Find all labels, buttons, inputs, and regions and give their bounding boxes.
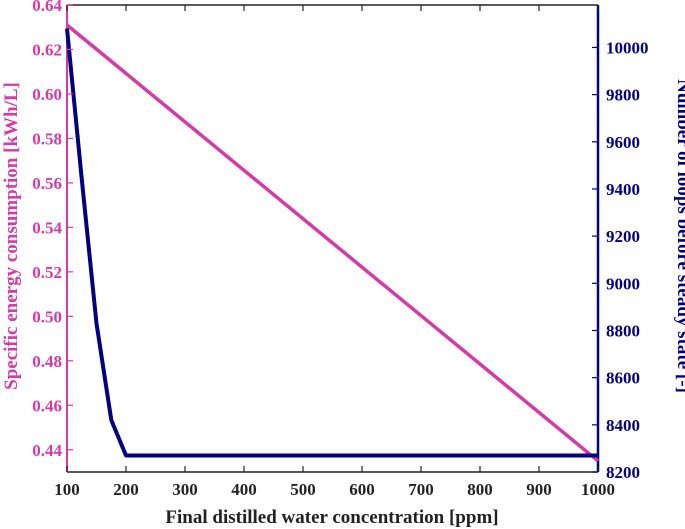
y-right-tick-label: 10000 xyxy=(606,38,649,57)
y-left-tick-label: 0.64 xyxy=(32,0,62,15)
energy-consumption-line xyxy=(65,23,600,463)
loops-line xyxy=(65,28,598,458)
ticks-layer: 100 200 300 400 500 600 700 800 900 1000 0.44 0.46 0… xyxy=(32,0,648,499)
y-left-tick-label: 0.52 xyxy=(32,263,62,282)
x-tick-label: 700 xyxy=(408,480,434,499)
y-left-tick-label: 0.56 xyxy=(32,174,62,193)
y-right-tick-label: 9400 xyxy=(606,180,640,199)
y-right-tick-label: 9000 xyxy=(606,274,640,293)
y-right-tick-label: 9600 xyxy=(606,133,640,152)
x-tick-label: 200 xyxy=(113,480,139,499)
y-right-tick-label: 8800 xyxy=(606,321,640,340)
x-tick-label: 300 xyxy=(172,480,198,499)
x-tick-label: 1000 xyxy=(581,480,615,499)
y-left-tick-label: 0.60 xyxy=(32,85,62,104)
y-left-tick-label: 0.48 xyxy=(32,352,62,371)
x-tick-label: 100 xyxy=(54,480,80,499)
y-right-tick-label: 8200 xyxy=(606,463,640,482)
series-layer xyxy=(65,23,600,463)
y-right-tick-label: 9800 xyxy=(606,86,640,105)
x-tick-label: 400 xyxy=(231,480,257,499)
y-left-axis-label: Specific energy consumption [kWh/L] xyxy=(1,82,22,390)
axes-frame xyxy=(66,4,600,473)
y-left-tick-label: 0.58 xyxy=(32,129,62,148)
x-tick-label: 900 xyxy=(526,480,552,499)
x-tick-label: 500 xyxy=(290,480,316,499)
y-left-tick-label: 0.62 xyxy=(32,40,62,59)
x-axis-label: Final distilled water concentration [ppm… xyxy=(165,507,498,528)
y-right-axis-label: Number of loops before steady state [-] xyxy=(673,79,685,393)
x-tick-label: 600 xyxy=(349,480,375,499)
x-tick-label: 800 xyxy=(467,480,493,499)
y-right-tick-label: 9200 xyxy=(606,227,640,246)
y-left-tick-label: 0.50 xyxy=(32,307,62,326)
y-left-tick-label: 0.54 xyxy=(32,218,62,237)
y-right-tick-label: 8600 xyxy=(606,369,640,388)
y-right-tick-label: 8400 xyxy=(606,416,640,435)
y-left-tick-label: 0.46 xyxy=(32,396,62,415)
y-left-tick-label: 0.44 xyxy=(32,441,62,460)
